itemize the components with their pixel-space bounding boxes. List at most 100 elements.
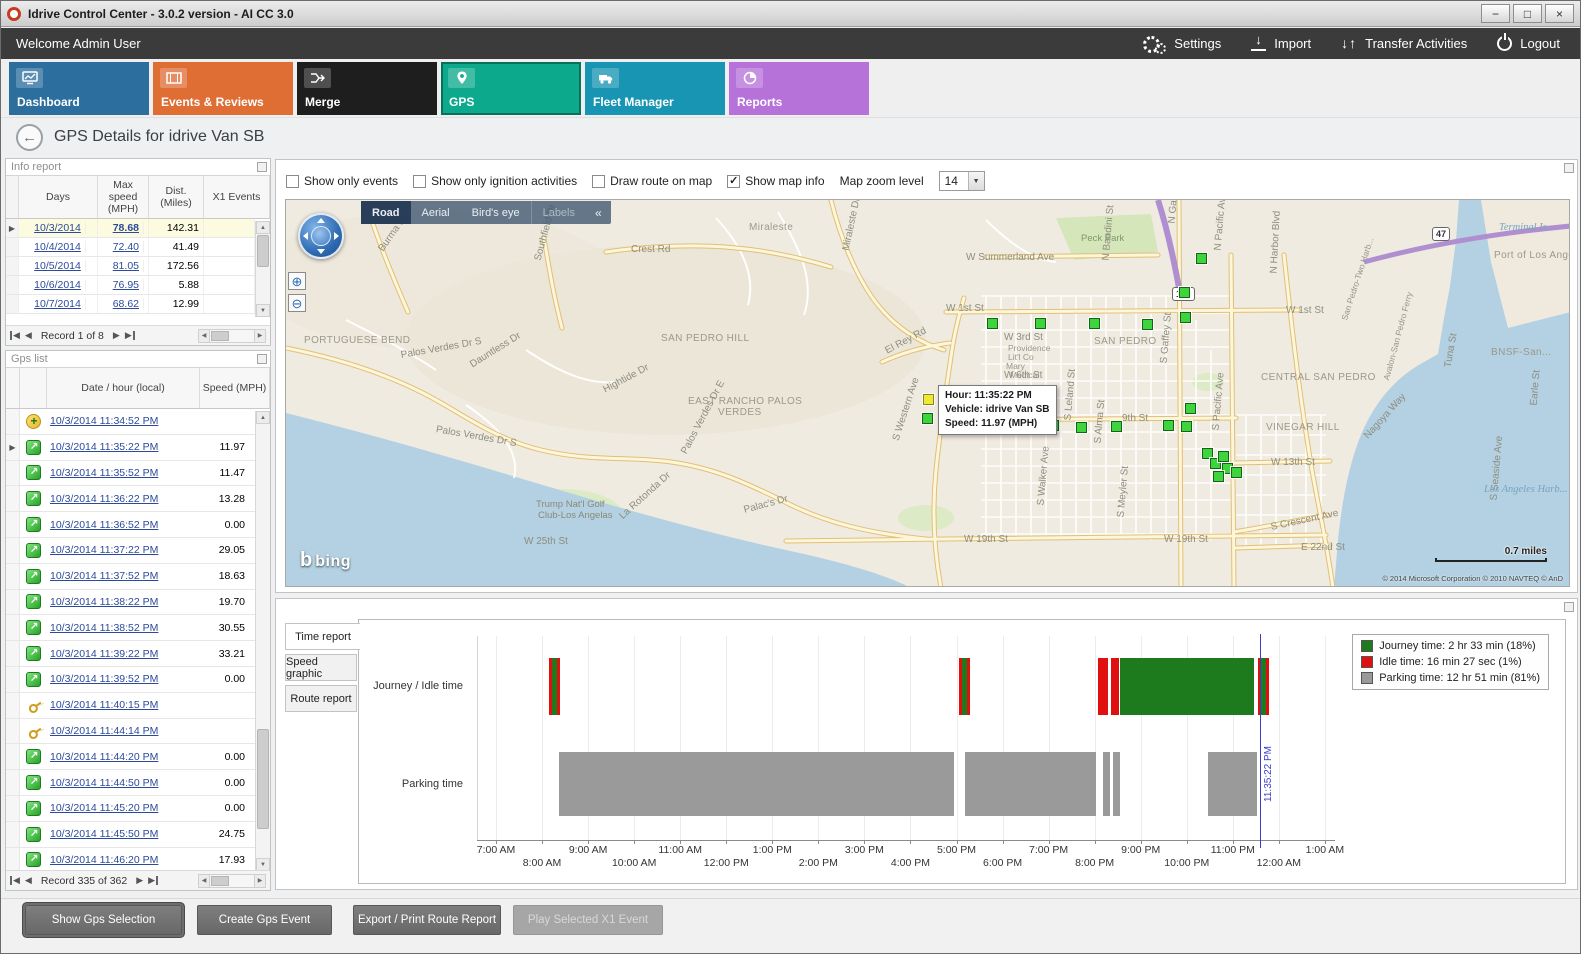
maximize-panel-icon[interactable] xyxy=(1564,163,1574,173)
gps-date-link[interactable]: 10/3/2014 11:35:52 PM xyxy=(50,466,159,479)
next-page-button[interactable]: ▶ xyxy=(136,875,144,885)
tab-route-report[interactable]: Route report xyxy=(285,685,357,712)
scroll-thumb[interactable] xyxy=(211,330,229,341)
gps-date-link[interactable]: 10/3/2014 11:39:52 PM xyxy=(50,673,159,686)
minimize-button[interactable]: − xyxy=(1481,4,1510,23)
last-page-button[interactable]: ▶ xyxy=(125,330,135,341)
info-report-row[interactable]: 10/5/2014 81.05 172.56 xyxy=(6,257,255,276)
pan-north-icon[interactable] xyxy=(317,218,325,223)
tab-reports[interactable]: Reports xyxy=(729,62,869,115)
pan-south-icon[interactable] xyxy=(317,249,325,254)
zoom-in-icon[interactable]: ⊕ xyxy=(288,272,306,290)
gps-list-row[interactable]: ▶ 10/3/2014 11:35:22 PM 11.97 xyxy=(6,434,255,461)
max-speed-link[interactable]: 81.05 xyxy=(109,260,144,272)
map-view-birds-eye[interactable]: Bird's eye xyxy=(471,206,520,219)
map-view-road[interactable]: Road xyxy=(361,201,411,224)
gps-marker[interactable] xyxy=(1218,451,1229,462)
gps-marker[interactable] xyxy=(1202,448,1213,459)
map-canvas[interactable]: Miraleste Peck Park W Summerland Ave Crest … xyxy=(285,199,1570,587)
checkbox-icon[interactable] xyxy=(592,174,606,188)
map-option-checkbox[interactable]: Show only ignition activities xyxy=(413,174,577,188)
tab-fleet-manager[interactable]: Fleet Manager xyxy=(585,62,725,115)
collapse-map-tabs-icon[interactable]: « xyxy=(595,205,602,220)
gps-marker[interactable] xyxy=(1142,319,1153,330)
info-report-row[interactable]: 10/6/2014 76.95 5.88 xyxy=(6,276,255,295)
day-link[interactable]: 10/5/2014 xyxy=(30,260,86,272)
scroll-right-icon[interactable]: ▶ xyxy=(254,328,266,343)
gps-list-row[interactable]: 10/3/2014 11:45:50 PM 24.75 xyxy=(6,821,255,848)
close-button[interactable]: × xyxy=(1545,4,1574,23)
gps-marker[interactable] xyxy=(987,318,998,329)
max-speed-link[interactable]: 78.68 xyxy=(109,222,144,234)
gps-list-row[interactable]: 10/3/2014 11:45:20 PM 0.00 xyxy=(6,795,255,822)
gps-list-row[interactable]: 10/3/2014 11:39:52 PM 0.00 xyxy=(6,666,255,693)
gps-marker[interactable] xyxy=(1185,403,1196,414)
scroll-left-icon[interactable]: ◀ xyxy=(198,328,210,343)
gps-date-link[interactable]: 10/3/2014 11:44:14 PM xyxy=(50,724,159,737)
gps-date-link[interactable]: 10/3/2014 11:45:20 PM xyxy=(50,802,159,815)
info-report-scrollbar[interactable]: ▲ ▼ xyxy=(255,221,270,317)
gps-date-link[interactable]: 10/3/2014 11:40:15 PM xyxy=(50,699,159,712)
column-header-max-speed[interactable]: Max speed (MPH) xyxy=(98,176,149,218)
column-header-distance[interactable]: Dist. (Miles) xyxy=(149,176,204,218)
info-report-row[interactable]: 10/4/2014 72.40 41.49 xyxy=(6,238,255,257)
maximize-panel-icon[interactable] xyxy=(1564,602,1574,612)
gps-list-row[interactable]: 10/3/2014 11:40:15 PM xyxy=(6,692,255,719)
gps-list-row[interactable]: 10/3/2014 11:38:52 PM 30.55 xyxy=(6,615,255,642)
gps-marker[interactable] xyxy=(1163,420,1174,431)
gps-list-row[interactable]: 10/3/2014 11:44:20 PM 0.00 xyxy=(6,744,255,771)
play-selected-x1-event-button[interactable]: Play Selected X1 Event xyxy=(513,905,663,935)
gps-marker[interactable] xyxy=(922,413,933,424)
maximize-button[interactable]: □ xyxy=(1513,4,1542,23)
column-header-x1-events[interactable]: X1 Events xyxy=(204,176,270,218)
chevron-down-icon[interactable]: ▼ xyxy=(967,172,984,190)
gps-marker[interactable] xyxy=(1089,318,1100,329)
gps-list-row[interactable]: 10/3/2014 11:34:52 PM xyxy=(6,409,255,435)
column-header-days[interactable]: Days xyxy=(19,176,98,218)
gps-list-row[interactable]: 10/3/2014 11:38:22 PM 19.70 xyxy=(6,589,255,616)
gps-list-row[interactable]: 10/3/2014 11:46:20 PM 17.93 xyxy=(6,847,255,874)
gps-marker[interactable] xyxy=(1111,421,1122,432)
max-speed-link[interactable]: 76.95 xyxy=(109,279,144,291)
pan-east-icon[interactable] xyxy=(334,232,339,240)
maximize-panel-icon[interactable] xyxy=(257,354,267,364)
tab-merge[interactable]: Merge xyxy=(297,62,437,115)
gps-date-link[interactable]: 10/3/2014 11:35:22 PM xyxy=(50,441,159,454)
gps-list-scrollbar[interactable]: ▲ ▼ xyxy=(255,411,270,871)
gps-list-row[interactable]: 10/3/2014 11:37:52 PM 18.63 xyxy=(6,563,255,590)
map-view-labels[interactable]: Labels xyxy=(530,201,586,224)
gps-date-link[interactable]: 10/3/2014 11:44:20 PM xyxy=(50,750,159,763)
scroll-right-icon[interactable]: ▶ xyxy=(254,873,266,888)
show-gps-selection-button[interactable]: Show Gps Selection xyxy=(25,905,182,935)
gps-list-row[interactable]: 10/3/2014 11:44:50 PM 0.00 xyxy=(6,770,255,796)
gps-list-row[interactable]: 10/3/2014 11:36:22 PM 13.28 xyxy=(6,486,255,513)
prev-page-button[interactable]: ◀ xyxy=(24,875,32,885)
first-page-button[interactable]: ◀ xyxy=(10,875,20,886)
gps-date-link[interactable]: 10/3/2014 11:34:52 PM xyxy=(50,415,159,428)
tab-time-report[interactable]: Time report xyxy=(285,623,360,650)
checkbox-icon[interactable] xyxy=(413,174,427,188)
gps-date-link[interactable]: 10/3/2014 11:36:52 PM xyxy=(50,518,159,531)
pan-west-icon[interactable] xyxy=(303,232,308,240)
gps-date-link[interactable]: 10/3/2014 11:37:22 PM xyxy=(50,544,159,557)
gps-list-row[interactable]: 10/3/2014 11:39:22 PM 33.21 xyxy=(6,641,255,667)
scroll-thumb[interactable] xyxy=(257,235,269,267)
gps-marker[interactable] xyxy=(1181,421,1192,432)
gps-list-row[interactable]: 10/3/2014 11:44:14 PM xyxy=(6,718,255,745)
gps-marker[interactable] xyxy=(1076,422,1087,433)
last-page-button[interactable]: ▶ xyxy=(148,875,159,886)
map-option-checkbox[interactable]: ✓ Show map info xyxy=(727,174,825,188)
first-page-button[interactable]: ◀ xyxy=(10,330,20,341)
gps-marker[interactable] xyxy=(1210,458,1221,469)
scroll-left-icon[interactable]: ◀ xyxy=(198,873,210,888)
settings-button[interactable]: Settings xyxy=(1142,35,1221,54)
gps-list-row[interactable]: 10/3/2014 11:37:22 PM 29.05 xyxy=(6,537,255,564)
gps-marker[interactable] xyxy=(1180,312,1191,323)
checkbox-icon[interactable]: ✓ xyxy=(727,174,741,188)
gps-date-link[interactable]: 10/3/2014 11:37:52 PM xyxy=(50,570,159,583)
map-zoom-select[interactable]: 14 ▼ xyxy=(938,171,985,191)
import-button[interactable]: Import xyxy=(1251,32,1311,51)
day-link[interactable]: 10/4/2014 xyxy=(30,241,86,253)
tab-gps[interactable]: GPS xyxy=(441,62,581,115)
gps-date-link[interactable]: 10/3/2014 11:38:52 PM xyxy=(50,621,159,634)
